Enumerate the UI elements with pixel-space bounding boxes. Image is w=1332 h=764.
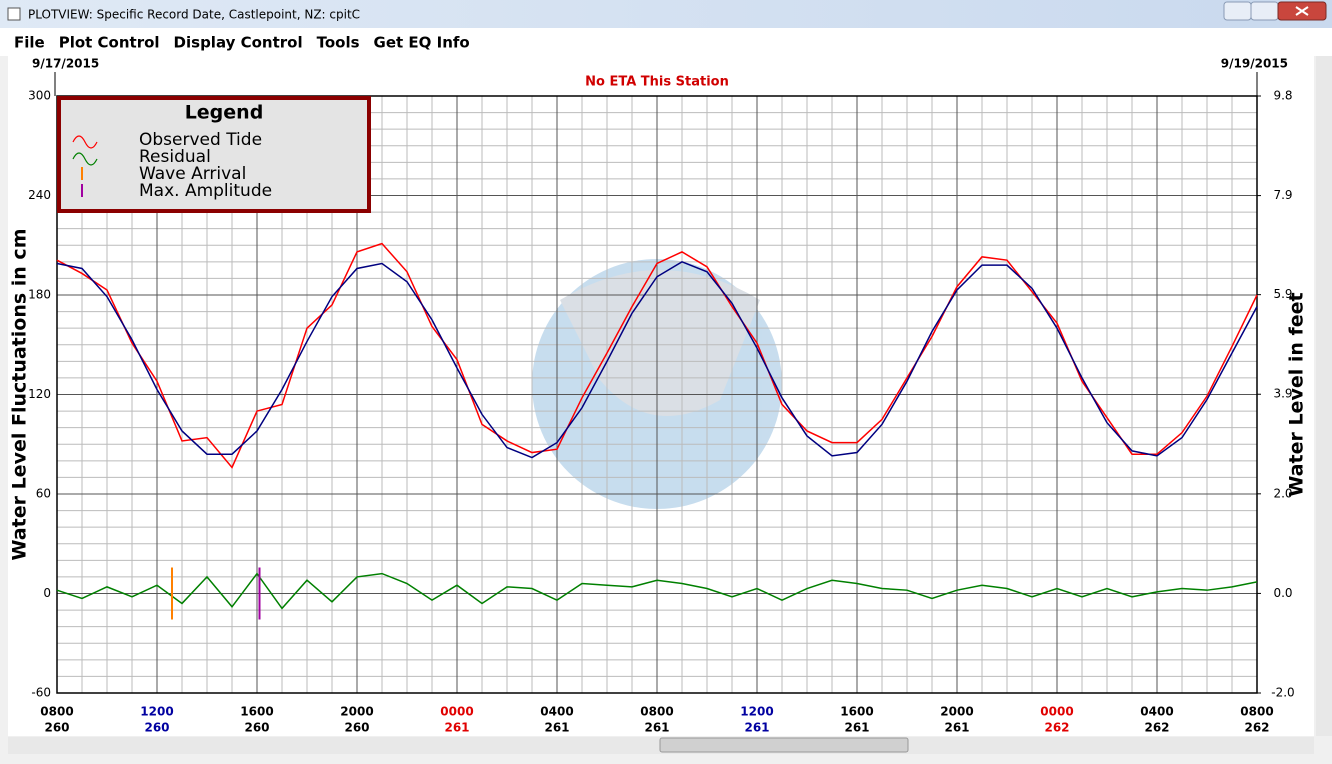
y2-tick-label: 7.9: [1273, 188, 1292, 202]
y2-tick-label: 5.9: [1273, 287, 1292, 301]
x-tick-label: 1600: [240, 705, 273, 719]
menu: File Plot Control Display Control Tools Get …: [14, 34, 470, 52]
app-icon: [7, 7, 21, 21]
maximize-button[interactable]: [1250, 1, 1279, 21]
series-line: [56, 242, 1258, 469]
legend-box: [57, 96, 371, 213]
legend-label: Max. Amplitude: [139, 181, 272, 201]
menu-item[interactable]: Get EQ Info: [374, 34, 470, 52]
minimize-button[interactable]: [1223, 1, 1252, 21]
y-tick-label: 240: [28, 188, 51, 202]
x-tick-day: 262: [1244, 721, 1269, 735]
close-icon: [1295, 6, 1309, 16]
annotation: No ETA This Station: [585, 75, 729, 90]
x-tick-label: 1600: [840, 705, 873, 719]
legend-label: Wave Arrival: [139, 164, 246, 184]
x-tick-label: 2000: [940, 705, 973, 719]
legend-symbol: [72, 152, 98, 166]
x-tick-day: 261: [744, 721, 769, 735]
y-tick-label: 0: [43, 586, 51, 600]
legend-symbol: [72, 135, 98, 149]
x-tick-label: 0800: [1240, 705, 1273, 719]
x-tick-day: 260: [344, 721, 369, 735]
x-tick-label: 0400: [540, 705, 573, 719]
menu-item[interactable]: Display Control: [174, 34, 303, 52]
y2-tick-label: -2.0: [1271, 686, 1294, 700]
y2-tick-label: 9.8: [1273, 89, 1292, 103]
x-tick-label: 0000: [1040, 705, 1073, 719]
x-tick-label: 0000: [440, 705, 473, 719]
y-tick-label: 180: [28, 288, 51, 302]
x-tick-label: 2000: [340, 705, 373, 719]
y2-tick-label: 2.0: [1273, 486, 1292, 500]
x-tick-day: 260: [244, 721, 269, 735]
start-date: 9/17/2015: [32, 57, 99, 71]
x-tick-day: 261: [544, 721, 569, 735]
y-axis-label: Water Level Fluctuations in cm: [9, 229, 31, 561]
x-tick-label: 0800: [640, 705, 673, 719]
y-tick-label: 60: [36, 487, 51, 501]
series-line: [56, 572, 1258, 610]
title-bar: [0, 0, 1332, 28]
x-tick-day: 262: [1044, 721, 1069, 735]
legend-title: Legend: [185, 102, 264, 124]
x-tick-label: 0800: [40, 705, 73, 719]
legend-label: Observed Tide: [139, 130, 262, 150]
legend-label: Residual: [139, 147, 211, 167]
x-tick-day: 260: [144, 721, 169, 735]
x-tick-day: 261: [844, 721, 869, 735]
vertical-scrollbar[interactable]: [1316, 56, 1332, 736]
x-tick-day: 261: [644, 721, 669, 735]
y-tick-label: 120: [28, 387, 51, 401]
menu-item[interactable]: Plot Control: [59, 34, 160, 52]
scroll-thumb[interactable]: [659, 737, 909, 753]
y2-axis-label: Water Level in feet: [1286, 292, 1308, 496]
x-tick-day: 262: [1144, 721, 1169, 735]
end-date: 9/19/2015: [1221, 57, 1288, 71]
menu-item[interactable]: File: [14, 34, 45, 52]
plot: -60 0 60 120 180 240 300 -2.0 0.0 2.0 3.9 5.9 7.9 9.8…: [9, 57, 1308, 735]
x-tick-day: 261: [444, 721, 469, 735]
menu-bar: [0, 28, 1332, 56]
x-tick-day: 260: [44, 721, 69, 735]
y-tick-label: 300: [28, 89, 51, 103]
y-tick-label: -60: [31, 686, 51, 700]
y2-tick-label: 3.9: [1273, 387, 1292, 401]
series-line: [56, 260, 1258, 459]
x-tick-day: 261: [944, 721, 969, 735]
y2-tick-label: 0.0: [1273, 586, 1292, 600]
x-tick-label: 0400: [1140, 705, 1173, 719]
plot-frame: [56, 95, 1258, 694]
x-tick-label: 1200: [740, 705, 773, 719]
x-tick-label: 1200: [140, 705, 173, 719]
window-title: PLOTVIEW: Specific Record Date, Castlepo…: [28, 8, 360, 22]
menu-item[interactable]: Tools: [317, 34, 360, 52]
